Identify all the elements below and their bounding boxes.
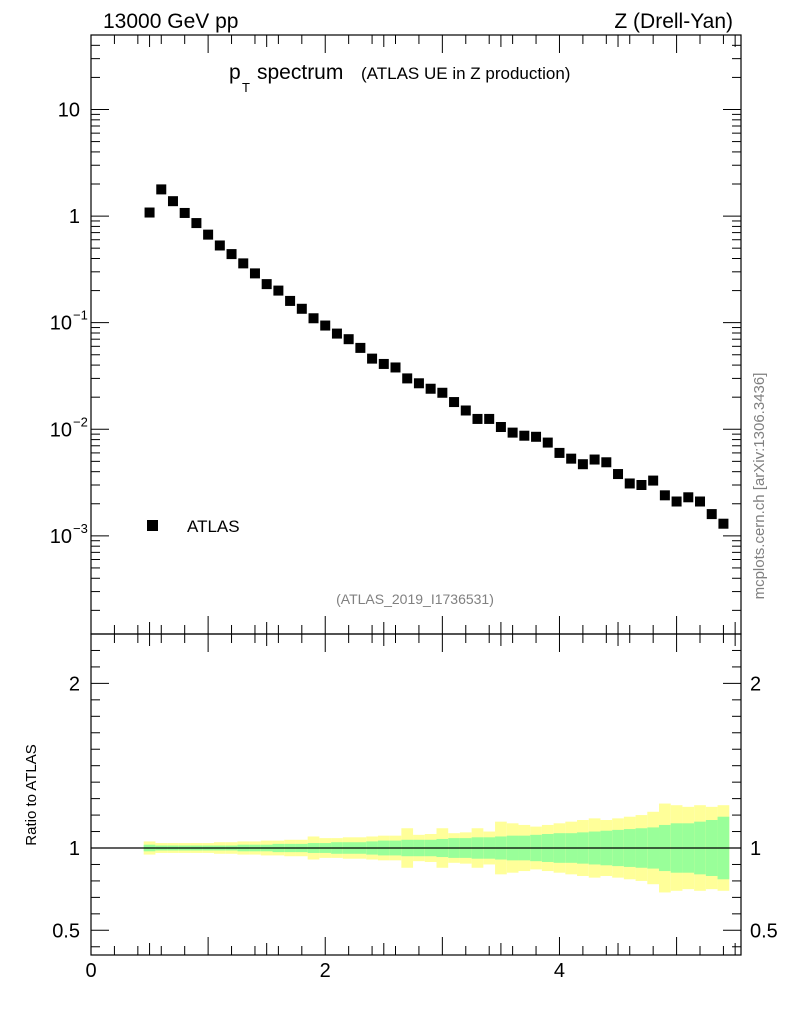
data-point (296, 303, 307, 314)
data-point (718, 518, 729, 529)
data-point (203, 229, 214, 240)
data-point (402, 373, 413, 384)
data-point (167, 196, 178, 207)
title-symbol: p (229, 61, 241, 84)
header-right: Z (Drell-Yan) (614, 10, 733, 33)
main-axis-ticks (90, 34, 741, 634)
legend-marker (147, 520, 158, 531)
title-text: spectrum (257, 61, 343, 84)
data-point (320, 320, 331, 331)
data-point (519, 430, 530, 441)
data-point (542, 437, 553, 448)
main-y-tick-label: 1 (69, 206, 80, 228)
main-data-points (144, 184, 729, 529)
data-point (648, 475, 659, 486)
side-label: mcplots.cern.ch [arXiv:1306.3436] (751, 373, 768, 600)
main-y-tick-exponent: −1 (73, 308, 88, 323)
data-point (636, 479, 647, 490)
main-y-tick-label: 10 (50, 526, 72, 548)
ratio-y-tick-label-right: 0.5 (750, 920, 778, 942)
data-point (331, 328, 342, 339)
data-point (671, 496, 682, 507)
data-point (659, 490, 670, 501)
x-tick-labels: 0 2 4 (85, 960, 565, 982)
data-point (706, 509, 717, 520)
data-point (343, 334, 354, 345)
main-y-tick-label: 10 (50, 313, 72, 335)
title-subscript: T (242, 80, 250, 95)
data-point (355, 342, 366, 353)
data-point (566, 453, 577, 464)
data-point (308, 313, 319, 324)
x-tick-label: 4 (554, 960, 565, 982)
data-point (179, 207, 190, 218)
header-left: 13000 GeV pp (103, 10, 238, 33)
data-point (472, 413, 483, 424)
data-point (367, 353, 378, 364)
ratio-y-tick-label-left: 0.5 (52, 920, 80, 942)
ratio-axis-ticks (90, 633, 741, 955)
data-point (214, 240, 225, 251)
data-point (437, 387, 448, 398)
main-plot-frame (90, 34, 742, 635)
data-point (613, 469, 624, 480)
data-point (695, 496, 706, 507)
data-point (390, 362, 401, 373)
data-point (425, 383, 436, 394)
ratio-y-tick-labels: 2 2 1 1 0.5 0.5 (52, 673, 778, 942)
data-point (249, 268, 260, 279)
data-point (624, 478, 635, 489)
ratio-y-axis-label: Ratio to ATLAS (23, 744, 40, 845)
data-point (601, 457, 612, 468)
analysis-id: (ATLAS_2019_I1736531) (336, 591, 494, 607)
title-subtitle: (ATLAS UE in Z production) (361, 64, 570, 83)
data-point (495, 422, 506, 433)
data-point (156, 184, 167, 195)
data-point (554, 447, 565, 458)
data-point (531, 431, 542, 442)
data-point (589, 454, 600, 465)
chart-title: p T spectrum (ATLAS UE in Z production) (229, 61, 570, 95)
ratio-y-tick-label-right: 2 (750, 673, 761, 695)
ratio-y-tick-label-left: 2 (69, 673, 80, 695)
data-point (226, 249, 237, 260)
data-point (285, 295, 296, 306)
data-point (507, 427, 518, 438)
data-point (144, 207, 155, 218)
data-point (577, 459, 588, 470)
data-point (449, 397, 460, 408)
legend-label: ATLAS (187, 517, 240, 536)
data-point (378, 358, 389, 369)
ratio-y-tick-label-left: 1 (69, 838, 80, 860)
data-point (238, 258, 249, 269)
ratio-y-tick-label-right: 1 (750, 838, 761, 860)
x-tick-label: 2 (320, 960, 331, 982)
ratio-plot-frame (90, 633, 742, 956)
data-point (683, 492, 694, 503)
x-tick-label: 0 (85, 960, 96, 982)
main-y-tick-label: 10 (50, 419, 72, 441)
main-y-tick-exponent: −2 (73, 414, 88, 429)
data-point (484, 413, 495, 424)
data-point (413, 378, 424, 389)
data-point (273, 285, 284, 296)
data-point (261, 279, 272, 290)
main-y-tick-exponent: −3 (73, 521, 88, 536)
main-y-tick-label: 10 (58, 100, 80, 122)
data-point (460, 405, 471, 416)
data-point (191, 218, 202, 229)
